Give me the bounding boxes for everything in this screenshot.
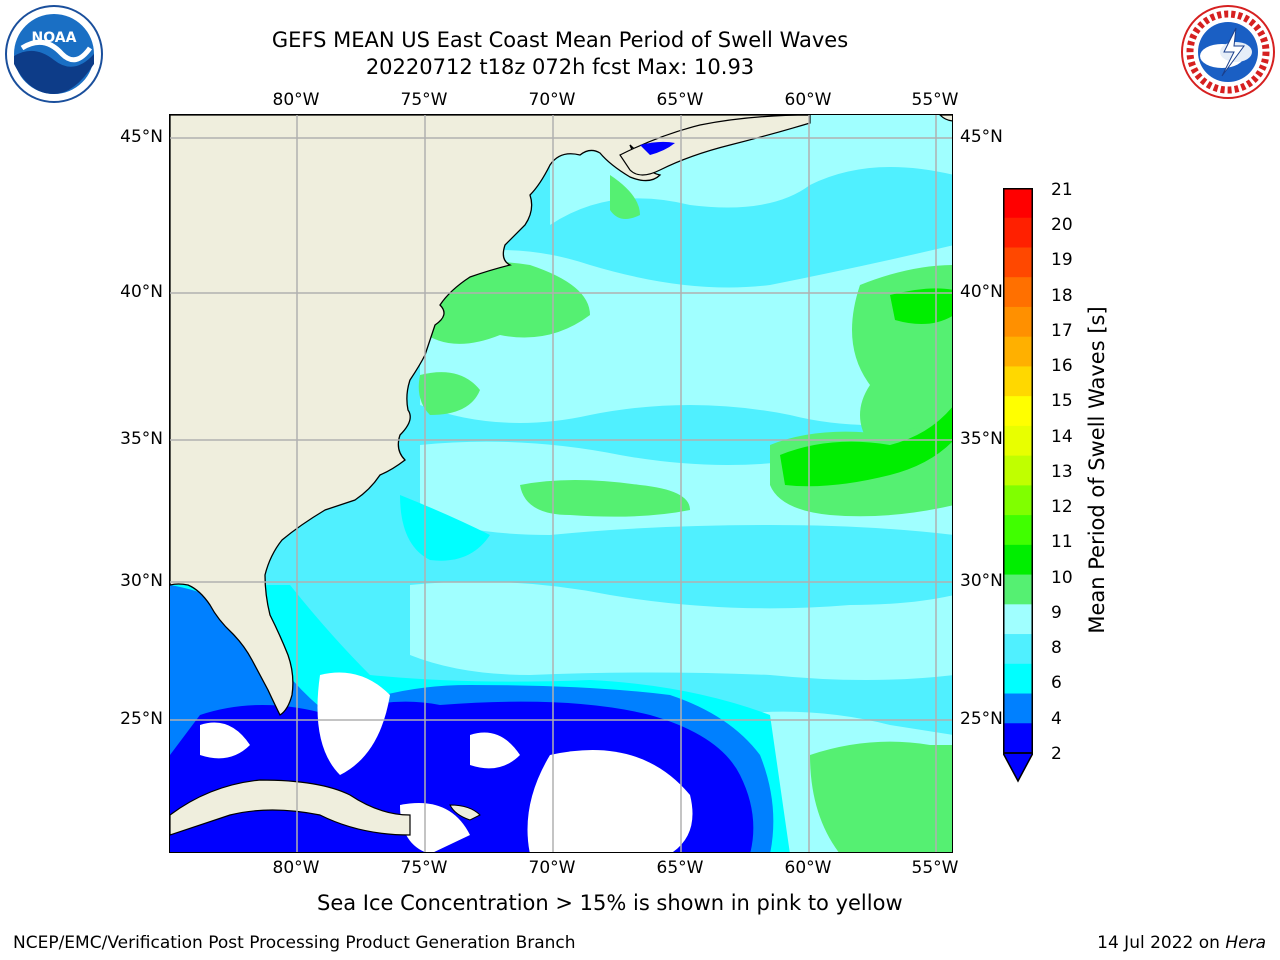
lat-label-right: 35°N	[960, 429, 1003, 449]
lon-label-top: 75°W	[400, 90, 448, 110]
colorbar-segment	[1003, 336, 1033, 367]
sea-ice-footnote: Sea Ice Concentration > 15% is shown in …	[317, 891, 903, 915]
no-data-area	[200, 722, 250, 759]
map-panel	[169, 114, 953, 853]
colorbar-tick: 2	[1051, 744, 1062, 764]
lon-label-bottom: 65°W	[656, 858, 704, 878]
lon-label-bottom: 75°W	[400, 858, 448, 878]
lat-label-left: 45°N	[120, 127, 163, 147]
map-canvas	[170, 115, 952, 852]
colorbar-tick: 9	[1051, 603, 1062, 623]
colorbar-segment	[1003, 306, 1033, 338]
swell-patch-9-10	[418, 372, 480, 415]
colorbar-segment	[1003, 425, 1033, 457]
footer-date: 14 Jul 2022 on Hera	[1097, 933, 1266, 953]
colorbar-label: Mean Period of Swell Waves [s]	[1085, 306, 1109, 634]
no-data-area	[317, 672, 390, 775]
lat-label-left: 30°N	[120, 571, 163, 591]
svg-text:NOAA: NOAA	[32, 30, 77, 46]
colorbar-segment	[1003, 485, 1033, 516]
colorbar-segment	[1003, 634, 1033, 665]
colorbar-tick: 18	[1051, 286, 1073, 306]
lon-label-bottom: 80°W	[272, 858, 320, 878]
lat-label-right: 30°N	[960, 571, 1003, 591]
colorbar-tick: 21	[1051, 180, 1073, 200]
graticule	[170, 115, 952, 852]
land-bahamas	[449, 804, 481, 821]
colorbar-segment	[1003, 723, 1033, 754]
land-north-america	[170, 115, 811, 716]
lon-label-top: 65°W	[656, 90, 704, 110]
colorbar-segment	[1003, 693, 1033, 724]
lon-label-bottom: 60°W	[784, 858, 832, 878]
colorbar-segment	[1003, 277, 1033, 308]
colorbar-segment	[1003, 604, 1033, 635]
chart-title: GEFS MEAN US East Coast Mean Period of S…	[271, 28, 849, 52]
lon-label-bottom: 70°W	[528, 858, 576, 878]
lat-label-left: 25°N	[120, 709, 163, 729]
colorbar-tick: 8	[1051, 638, 1062, 658]
colorbar-tick: 11	[1051, 532, 1073, 552]
lon-label-bottom: 55°W	[911, 858, 959, 878]
colorbar-tick: 4	[1051, 709, 1062, 729]
lat-label-right: 25°N	[960, 709, 1003, 729]
colorbar-tick: 12	[1051, 497, 1073, 517]
bay-of-fundy	[640, 141, 675, 155]
colorbar-tick: 10	[1051, 568, 1073, 588]
colorbar-tick: 15	[1051, 391, 1073, 411]
colorbar-segment	[1003, 217, 1033, 248]
lon-label-top: 60°W	[784, 90, 832, 110]
swell-patch-9-10	[610, 175, 640, 219]
lat-label-left: 40°N	[120, 282, 163, 302]
colorbar-frame	[1003, 188, 1033, 754]
colorbar-segment	[1003, 396, 1033, 427]
colorbar-tick: 16	[1051, 356, 1073, 376]
lon-label-top: 80°W	[272, 90, 320, 110]
swell-patch-10-11	[780, 407, 952, 487]
lon-label-top: 70°W	[528, 90, 576, 110]
colorbar	[1003, 188, 1033, 783]
land-cuba	[170, 779, 411, 836]
swell-patch-9-10	[520, 480, 690, 517]
lat-label-right: 45°N	[960, 127, 1003, 147]
lat-label-left: 35°N	[120, 429, 163, 449]
colorbar-extend-arrow	[1003, 752, 1033, 783]
colorbar-segment	[1003, 188, 1033, 219]
swell-band-4-6	[400, 495, 490, 561]
no-data-area	[527, 750, 693, 852]
colorbar-segment	[1003, 247, 1033, 278]
lat-label-right: 40°N	[960, 282, 1003, 302]
colorbar-segment	[1003, 515, 1033, 546]
newfoundland-tip	[939, 115, 952, 122]
footer-host: Hera	[1225, 933, 1266, 953]
colorbar-tick: 14	[1051, 427, 1073, 447]
lon-label-top: 55°W	[911, 90, 959, 110]
colorbar-segment	[1003, 663, 1033, 695]
chart-subtitle: 20220712 t18z 072h fcst Max: 10.93	[365, 55, 755, 79]
no-data-area	[470, 732, 520, 769]
colorbar-segment	[1003, 544, 1033, 576]
colorbar-tick: 6	[1051, 673, 1062, 693]
footer-date-text: 14 Jul 2022 on	[1097, 933, 1220, 953]
land-nova-scotia	[619, 115, 811, 176]
footer-credit: NCEP/EMC/Verification Post Processing Pr…	[13, 933, 576, 953]
colorbar-tick: 20	[1051, 215, 1073, 235]
colorbar-segment	[1003, 366, 1033, 397]
colorbar-segment	[1003, 574, 1033, 605]
colorbar-tick: 13	[1051, 462, 1073, 482]
swell-patch-9-10	[810, 741, 952, 852]
noaa-logo: NOAA	[5, 5, 103, 103]
nws-logo	[1181, 5, 1275, 99]
colorbar-segment	[1003, 455, 1033, 486]
no-data-area	[400, 803, 470, 852]
colorbar-tick: 17	[1051, 321, 1073, 341]
colorbar-tick: 19	[1051, 250, 1073, 270]
